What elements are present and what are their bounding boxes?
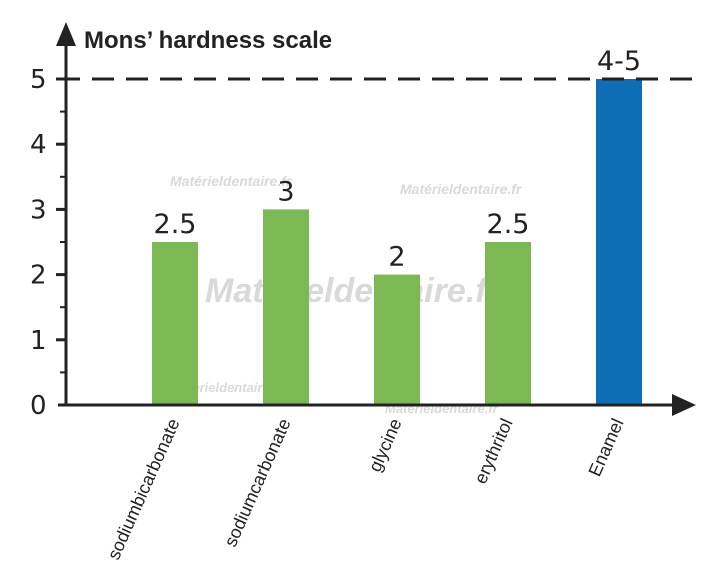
y-tick-label: 1 <box>30 326 47 356</box>
bar-glycine <box>374 274 420 405</box>
bar-sodiumbicarbonate <box>152 242 198 405</box>
bar-value-label: 2.5 <box>487 209 530 240</box>
watermark: Matérieldentaire.fr <box>170 380 284 395</box>
bar-erythritol <box>485 242 531 405</box>
category-label: sodiumbicarbonate <box>104 415 184 562</box>
y-tick-label: 5 <box>30 65 47 95</box>
category-label: Enamel <box>585 415 628 479</box>
category-labels: sodiumbicarbonate sodiumcarbonate glycine e… <box>104 415 628 562</box>
watermark: Matérieldentaire.fr <box>400 181 523 197</box>
watermark-layer: Matérieldentaire.fr Matérieldentaire.fr … <box>170 173 523 416</box>
bar-value-label: 3 <box>277 176 294 207</box>
bar-value-label: 2 <box>388 242 405 273</box>
watermark: Matérieldentaire.fr <box>170 173 293 189</box>
y-tick-label: 0 <box>30 391 47 421</box>
y-tick-label: 3 <box>30 195 47 225</box>
y-axis-arrow <box>56 22 76 46</box>
category-label: sodiumcarbonate <box>220 415 294 549</box>
y-tick-label: 4 <box>30 130 47 160</box>
chart-title: Mons’ hardness scale <box>84 27 332 54</box>
category-label: erythritol <box>470 415 516 486</box>
y-tick-labels: 0 1 2 3 4 5 <box>30 65 47 421</box>
x-axis-arrow <box>672 394 696 416</box>
bars-group: 2.5 3 2 2.5 4-5 <box>152 46 642 405</box>
y-tick-label: 2 <box>30 261 47 291</box>
bar-value-label: 4-5 <box>597 46 641 77</box>
watermark: Matérieldentaire.fr <box>205 272 502 310</box>
bar-value-label: 2.5 <box>154 209 197 240</box>
bar-sodiumcarbonate <box>263 209 309 405</box>
bar-enamel <box>596 79 642 405</box>
category-label: glycine <box>365 415 406 474</box>
